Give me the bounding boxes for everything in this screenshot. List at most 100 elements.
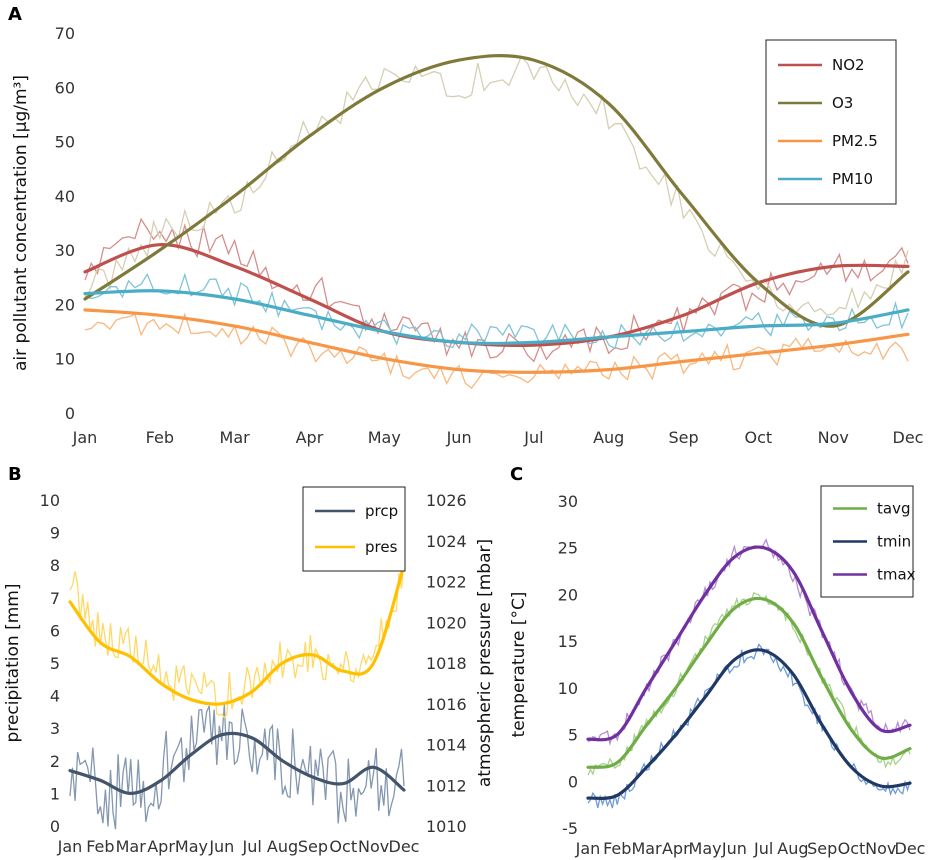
x-tick-label: Nov <box>865 839 896 858</box>
panel-a: A 0 10 20 30 40 50 60 70 Jan Feb Mar Apr May Jun Jul Au… <box>8 4 923 447</box>
x-tick-label: Mar <box>631 839 662 858</box>
y-tick-label: 30 <box>558 492 578 511</box>
x-tick-label: Jul <box>242 837 262 856</box>
x-tick-label: May <box>689 839 722 858</box>
x-tick-label: Nov <box>358 837 389 856</box>
x-tick-label: Jan <box>57 837 83 856</box>
x-tick-label: Dec <box>895 839 926 858</box>
y-tick-label: 25 <box>558 539 578 558</box>
y-tick-label: 5 <box>50 654 60 673</box>
legend-box <box>765 39 897 205</box>
x-tick-label: Jul <box>523 428 543 447</box>
series-smooth-line-tmax <box>586 545 912 742</box>
y-tick-label: 4 <box>50 687 60 706</box>
x-tick-label: Aug <box>593 428 624 447</box>
y2-tick-label: 1022 <box>426 573 467 592</box>
y2-tick-label: 1024 <box>426 532 467 551</box>
y2-tick-label: 1020 <box>426 613 467 632</box>
x-tick-label: Apr <box>296 428 324 447</box>
y-axis-title: temperature [°C] <box>509 592 529 738</box>
y-tick-label: 15 <box>558 632 578 651</box>
series-smooth-line-pres <box>68 563 406 706</box>
x-tick-label: Jun <box>446 428 472 447</box>
y-tick-label: 5 <box>568 726 578 745</box>
x-tick-label: Sep <box>298 837 328 856</box>
x-tick-label: Oct <box>838 839 866 858</box>
x-tick-label: Jul <box>753 839 773 858</box>
y-tick-label: 40 <box>55 187 75 206</box>
x-tick-label: Sep <box>668 428 698 447</box>
y2-axis-title: atmospheric pressure [mbar] <box>475 539 495 787</box>
series-raw-line-tavg <box>587 591 911 776</box>
y-tick-label: 60 <box>55 78 75 97</box>
legend-label: tavg <box>877 500 910 518</box>
y-axis-title: precipitation [mm] <box>3 584 23 743</box>
x-tick-label: Aug <box>777 839 808 858</box>
y-tick-label: 10 <box>40 491 60 510</box>
x-tick-label: Aug <box>267 837 298 856</box>
panel-b: B 0 1 2 3 4 5 6 7 8 9 10 Jan Feb Mar Apr May Jun Jul Aug Se… <box>3 464 495 856</box>
legend-box <box>302 486 406 572</box>
x-tick-label: Jun <box>721 839 747 858</box>
legend-label: prcp <box>365 502 398 520</box>
y-tick-label: 2 <box>50 752 60 771</box>
y-tick-label: -5 <box>562 819 578 838</box>
series-raw-line-tmin <box>587 642 911 809</box>
y-tick-label: 10 <box>55 350 75 369</box>
legend-label: PM10 <box>832 170 873 188</box>
legend-label: tmax <box>877 566 916 584</box>
series-raw-line-o3 <box>84 55 909 316</box>
x-tick-label: Dec <box>389 837 420 856</box>
y2-tick-label: 1018 <box>426 654 467 673</box>
series-smooth-line-tmin <box>586 648 912 801</box>
x-tick-label: Jun <box>208 837 234 856</box>
y-tick-label: 70 <box>55 24 75 43</box>
x-tick-label: May <box>368 428 401 447</box>
series-smooth-line-pm25 <box>83 308 910 374</box>
y2-tick-label: 1014 <box>426 736 467 755</box>
y-tick-label: 10 <box>558 679 578 698</box>
y2-tick-label: 1012 <box>426 776 467 795</box>
x-tick-label: Mar <box>116 837 147 856</box>
x-tick-label: Oct <box>745 428 773 447</box>
x-tick-label: Sep <box>807 839 837 858</box>
x-tick-label: Apr <box>147 837 175 856</box>
x-tick-label: Nov <box>818 428 849 447</box>
y-tick-label: 7 <box>50 589 60 608</box>
panel-b-label: B <box>8 464 22 485</box>
legend-label: NO2 <box>832 56 865 74</box>
y-tick-label: 30 <box>55 241 75 260</box>
series-raw-line-prcp <box>69 704 405 830</box>
y-tick-label: 8 <box>50 556 60 575</box>
legend-label: pres <box>365 538 398 556</box>
series-raw-line-pm25 <box>84 312 909 390</box>
x-tick-label: Feb <box>146 428 174 447</box>
x-tick-label: Feb <box>86 837 114 856</box>
series-raw-line-no2 <box>84 217 909 363</box>
series-smooth-line-prcp <box>68 731 406 796</box>
series-smooth-line-pm10 <box>83 289 910 346</box>
y-axis-title: air pollutant concentration [µg/m³] <box>11 75 31 371</box>
y-tick-label: 0 <box>568 772 578 791</box>
x-tick-label: Jan <box>575 839 601 858</box>
y-tick-label: 6 <box>50 621 60 640</box>
y-tick-label: 9 <box>50 524 60 543</box>
x-tick-label: Feb <box>603 839 631 858</box>
y-tick-label: 0 <box>65 404 75 423</box>
x-tick-label: Dec <box>893 428 924 447</box>
y2-tick-label: 1016 <box>426 695 467 714</box>
y2-tick-label: 1010 <box>426 817 467 836</box>
series-smooth-line-o3 <box>83 54 910 328</box>
series-raw-line-pres <box>69 556 405 719</box>
legend-label: PM2.5 <box>832 132 878 150</box>
x-tick-label: Oct <box>329 837 357 856</box>
series-smooth-line-tavg <box>586 596 912 769</box>
y-tick-label: 1 <box>50 784 60 803</box>
y-tick-label: 20 <box>558 585 578 604</box>
x-tick-label: May <box>175 837 208 856</box>
legend-label: O3 <box>832 94 853 112</box>
y-tick-label: 0 <box>50 817 60 836</box>
y-tick-label: 20 <box>55 295 75 314</box>
